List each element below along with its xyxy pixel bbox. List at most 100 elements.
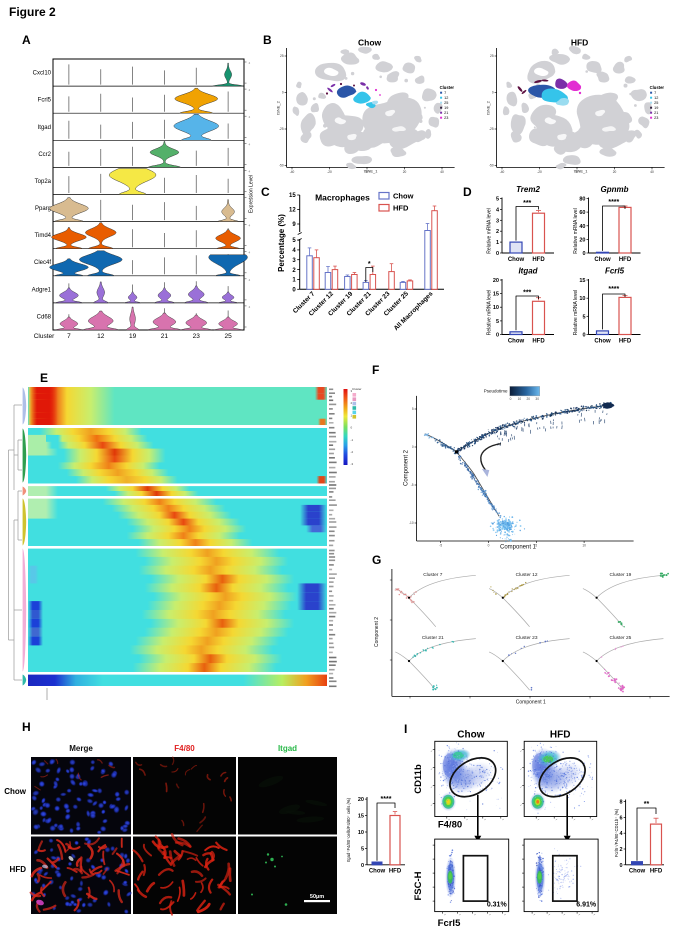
svg-text:20: 20 (613, 170, 617, 174)
svg-text:Itgad: Itgad (518, 267, 538, 276)
svg-text:Macrophages: Macrophages (315, 193, 370, 203)
svg-text:Fcrl5⁺/F4/80⁺CD11b⁺ (%): Fcrl5⁺/F4/80⁺CD11b⁺ (%) (614, 808, 619, 857)
svg-text:19: 19 (129, 333, 137, 340)
svg-text:-20: -20 (537, 170, 542, 174)
svg-text:Fcrl5: Fcrl5 (605, 267, 625, 276)
svg-text:20: 20 (358, 797, 364, 803)
svg-text:30: 30 (535, 397, 539, 401)
svg-text:-50: -50 (489, 164, 494, 168)
svg-text:tSNE_2: tSNE_2 (276, 100, 281, 115)
svg-text:Relative mRNA level: Relative mRNA level (487, 208, 493, 254)
svg-text:0: 0 (496, 251, 499, 257)
svg-text:25: 25 (490, 54, 494, 58)
svg-text:HFD: HFD (650, 869, 663, 875)
svg-text:8: 8 (620, 800, 623, 806)
svg-text:H: H (22, 720, 31, 734)
svg-text:Expression Level: Expression Level (249, 175, 255, 213)
svg-text:FSC-H: FSC-H (413, 871, 424, 900)
svg-text:0: 0 (510, 397, 512, 401)
svg-text:1: 1 (496, 240, 499, 246)
svg-text:-5: -5 (411, 483, 414, 487)
svg-text:***: *** (523, 290, 531, 297)
svg-text:I: I (404, 722, 407, 736)
svg-text:Cluster 25: Cluster 25 (609, 635, 631, 641)
svg-text:Merge: Merge (69, 744, 93, 753)
svg-text:***: *** (523, 200, 531, 207)
svg-text:HFD: HFD (389, 869, 402, 875)
svg-text:0: 0 (582, 333, 585, 339)
svg-text:Itgad: Itgad (38, 125, 51, 131)
svg-text:20: 20 (493, 278, 499, 284)
svg-text:Component 1: Component 1 (500, 545, 537, 551)
svg-text:tSNE_1: tSNE_1 (364, 169, 379, 174)
svg-text:10: 10 (518, 397, 522, 401)
svg-text:25: 25 (654, 101, 658, 105)
svg-text:23: 23 (193, 333, 201, 340)
svg-text:0: 0 (492, 91, 494, 95)
svg-text:Chow: Chow (594, 257, 611, 263)
svg-text:Chow: Chow (457, 730, 484, 741)
svg-text:F: F (372, 363, 379, 377)
svg-text:80: 80 (579, 197, 585, 203)
svg-text:D: D (463, 185, 472, 199)
svg-text:****: **** (381, 796, 392, 803)
svg-text:7: 7 (654, 91, 656, 95)
svg-text:Top2a: Top2a (35, 179, 52, 185)
svg-text:Trem2: Trem2 (516, 185, 540, 194)
svg-text:-25: -25 (489, 127, 494, 131)
svg-text:0: 0 (488, 544, 490, 548)
svg-text:40: 40 (650, 170, 654, 174)
svg-text:60: 60 (579, 210, 585, 216)
svg-text:Cluster 21: Cluster 21 (422, 635, 444, 641)
svg-text:Pparg: Pparg (35, 206, 51, 212)
svg-text:7: 7 (444, 91, 446, 95)
svg-text:-40: -40 (500, 170, 505, 174)
svg-text:Chow: Chow (629, 869, 646, 875)
svg-text:Cluster: Cluster (34, 333, 55, 340)
svg-text:5: 5 (412, 407, 414, 411)
svg-text:20: 20 (579, 237, 585, 243)
svg-text:6.91%: 6.91% (576, 902, 597, 909)
svg-text:-40: -40 (290, 170, 295, 174)
svg-text:15: 15 (289, 193, 296, 199)
svg-text:19: 19 (444, 106, 448, 110)
svg-text:25: 25 (444, 101, 448, 105)
svg-text:**: ** (644, 801, 650, 808)
svg-text:HFD: HFD (393, 204, 409, 213)
svg-text:-25: -25 (279, 127, 284, 131)
svg-text:0: 0 (496, 333, 499, 339)
svg-text:****: **** (608, 286, 619, 293)
svg-text:B: B (263, 33, 272, 47)
svg-text:5: 5 (496, 319, 499, 325)
svg-text:F4/80: F4/80 (438, 820, 462, 831)
svg-text:40: 40 (579, 224, 585, 230)
svg-text:-50: -50 (279, 164, 284, 168)
svg-text:Itgad: Itgad (278, 744, 297, 753)
svg-text:-2: -2 (351, 450, 354, 454)
svg-text:HFD: HFD (10, 865, 27, 874)
svg-text:5: 5 (496, 197, 499, 203)
svg-text:*: * (368, 261, 371, 268)
svg-text:Cluster 23: Cluster 23 (516, 635, 538, 641)
svg-text:21: 21 (161, 333, 169, 340)
svg-text:19: 19 (654, 106, 658, 110)
svg-text:-10: -10 (409, 521, 414, 525)
svg-text:0: 0 (282, 91, 284, 95)
svg-text:Ccr2: Ccr2 (38, 152, 51, 158)
svg-text:50µm: 50µm (310, 894, 324, 900)
svg-text:-1: -1 (351, 438, 354, 442)
svg-text:HFD: HFD (550, 730, 571, 741)
svg-text:HFD: HFD (532, 257, 545, 263)
svg-text:A: A (22, 33, 31, 47)
svg-text:0: 0 (361, 863, 364, 869)
svg-text:23: 23 (444, 116, 448, 120)
svg-text:25: 25 (280, 54, 284, 58)
svg-text:-3: -3 (351, 462, 354, 466)
svg-text:12: 12 (444, 96, 448, 100)
svg-text:Cxcl10: Cxcl10 (33, 71, 52, 77)
svg-text:Relative mRNA level: Relative mRNA level (573, 290, 579, 336)
svg-text:HFD: HFD (619, 339, 632, 345)
svg-text:2: 2 (620, 847, 623, 853)
svg-text:Itgad⁺F4/80⁺cells/F4/80⁺ cells: Itgad⁺F4/80⁺cells/F4/80⁺ cells (%) (346, 797, 351, 862)
svg-text:3: 3 (496, 218, 499, 224)
